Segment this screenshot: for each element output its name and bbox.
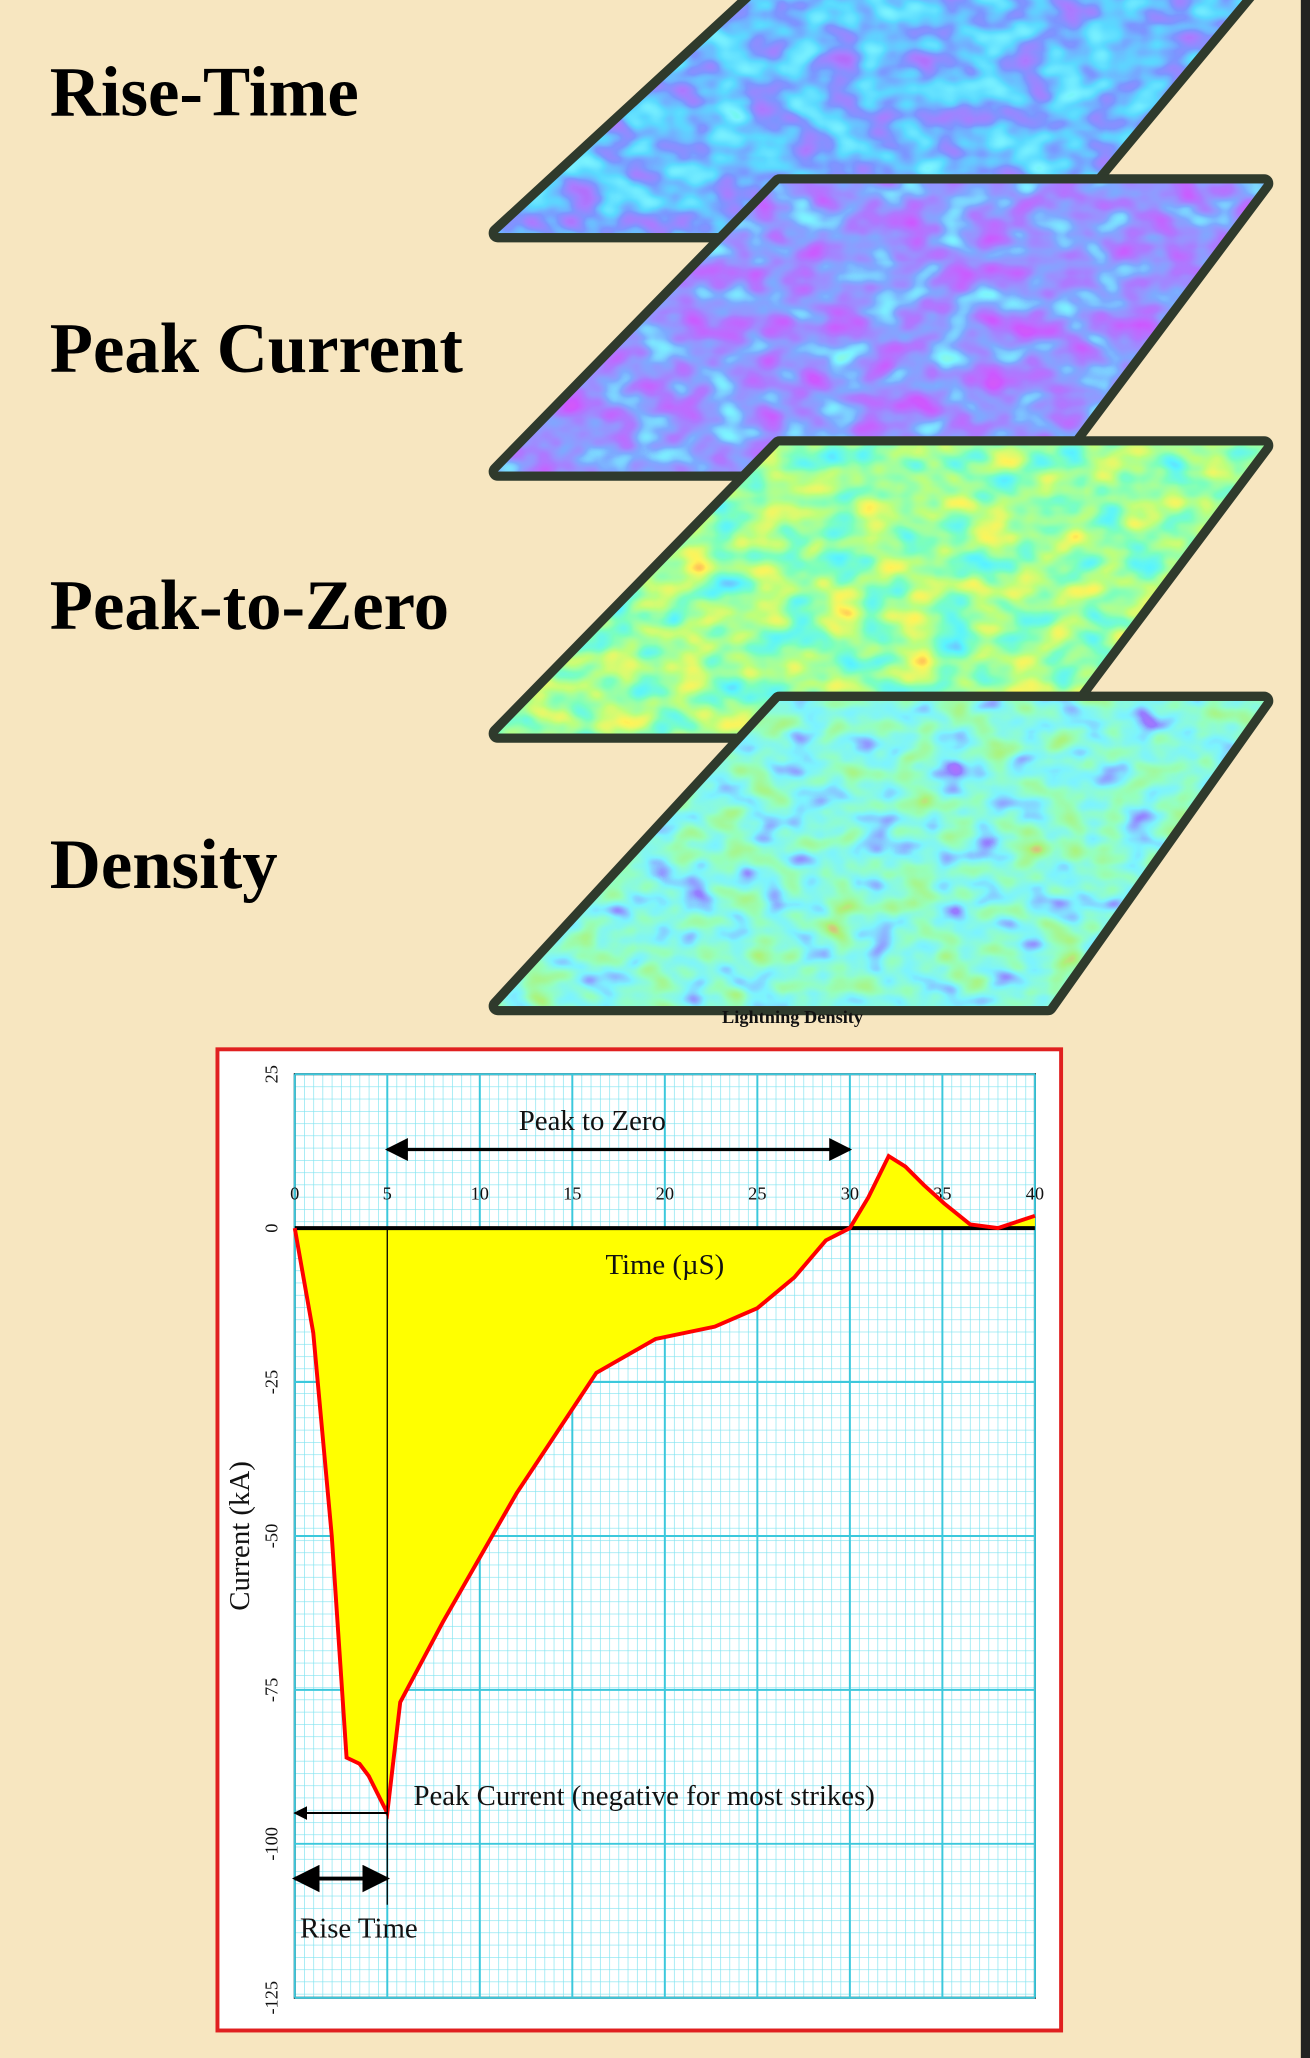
y-tick-label: -100 xyxy=(262,1827,282,1861)
x-tick-label: 20 xyxy=(656,1183,674,1203)
right-border xyxy=(1300,0,1310,2058)
annotation: Rise Time xyxy=(300,1912,418,1944)
annotation: Peak to Zero xyxy=(519,1105,666,1137)
area-fill xyxy=(294,1156,1035,1814)
layer-label: Rise-Time xyxy=(50,53,359,131)
layer-label: Density xyxy=(50,826,278,904)
area-line xyxy=(292,1153,1036,1820)
y-axis-label: Current (kA) xyxy=(224,1461,256,1611)
y-tick-label: -25 xyxy=(262,1370,282,1394)
layer-label: Peak Current xyxy=(50,310,464,388)
x-tick-label: 40 xyxy=(1026,1183,1044,1203)
annotation: Peak Current (negative for most strikes) xyxy=(413,1780,874,1812)
x-tick-label: 0 xyxy=(290,1183,299,1203)
layer-caption: Lightning Density xyxy=(722,1007,863,1027)
layer-label: Peak-to-Zero xyxy=(50,567,449,645)
layer-map xyxy=(497,445,1265,734)
x-tick-label: 15 xyxy=(563,1183,581,1203)
y-tick-label: 0 xyxy=(262,1224,282,1233)
x-tick-label: 10 xyxy=(471,1183,489,1203)
map-layers xyxy=(488,0,1274,1016)
x-tick-label: 25 xyxy=(748,1183,766,1203)
layer-map xyxy=(497,700,1265,1007)
x-tick-label: 5 xyxy=(383,1183,392,1203)
x-tick-label: 30 xyxy=(841,1183,859,1203)
y-tick-label: -75 xyxy=(262,1678,282,1702)
y-tick-label: 25 xyxy=(262,1065,282,1083)
y-tick-label: -125 xyxy=(262,1981,282,2015)
x-axis-label: Time (µS) xyxy=(605,1249,724,1281)
y-tick-label: -50 xyxy=(262,1524,282,1548)
